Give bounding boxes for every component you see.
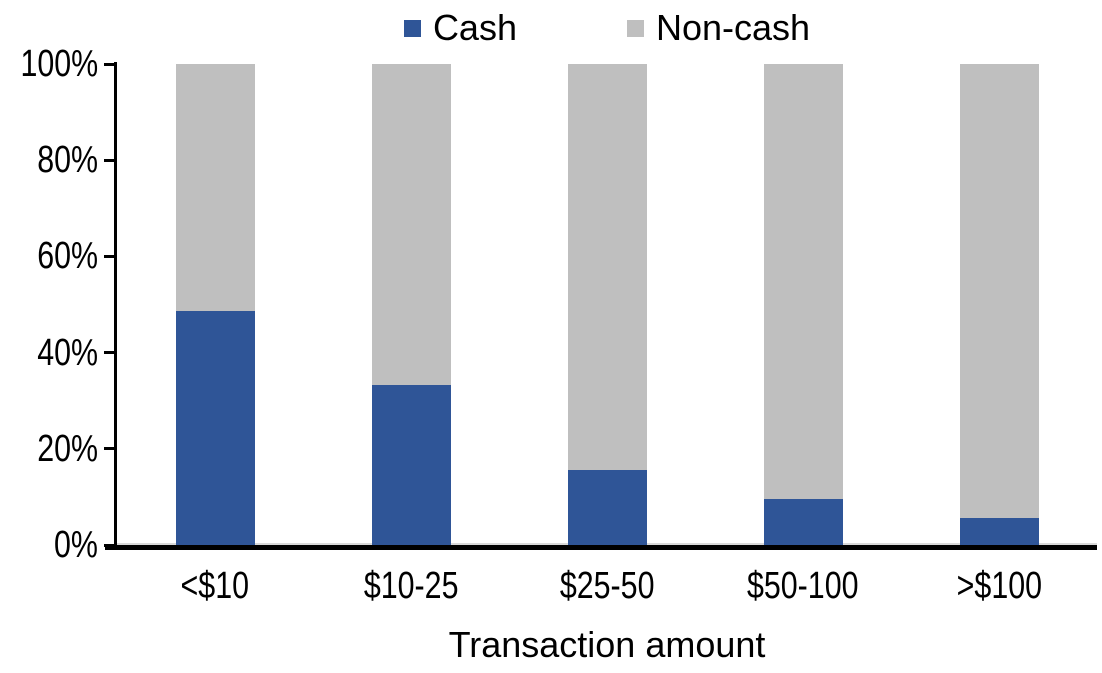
- bar-segment-non-cash: [371, 64, 451, 385]
- y-axis-line: [114, 62, 117, 545]
- stacked-bar: [371, 64, 451, 545]
- legend-label-cash: Cash: [432, 7, 517, 48]
- stacked-bar: [959, 64, 1039, 545]
- stacked-bar: [175, 64, 255, 545]
- y-axis-tick: [104, 447, 114, 451]
- x-axis-category-label-text: $25-50: [559, 565, 655, 607]
- stacked-bar: [763, 64, 843, 545]
- bar-segment-cash: [763, 498, 843, 545]
- bar-segment-non-cash: [959, 64, 1039, 519]
- x-axis-category-label: $10-25: [313, 566, 509, 606]
- y-axis-label-text: 80%: [37, 139, 98, 182]
- legend-label-non-cash: Non-cash: [655, 7, 811, 48]
- x-axis-category-label: $25-50: [509, 566, 705, 606]
- x-axis-category-label: >$100: [901, 566, 1097, 606]
- stacked-bar: [567, 64, 647, 545]
- x-axis-title: Transaction amount: [448, 624, 766, 665]
- y-axis-label: 40%: [0, 334, 98, 372]
- y-axis-label: 0%: [0, 526, 98, 564]
- legend-item-cash: Cash: [403, 7, 517, 48]
- y-axis-label: 60%: [0, 237, 98, 275]
- bar-segment-cash: [371, 384, 451, 545]
- x-axis-category-label-text: >$100: [956, 565, 1042, 607]
- legend-item-non-cash: Non-cash: [626, 7, 811, 48]
- y-axis-label-text: 60%: [37, 235, 98, 278]
- bar-segment-non-cash: [175, 64, 255, 312]
- x-axis-line: [105, 545, 1097, 550]
- y-axis-label-text: 0%: [54, 524, 98, 566]
- non-cash-legend-swatch-icon: [626, 19, 644, 37]
- y-axis-tick: [104, 254, 114, 258]
- y-axis-label-text: 20%: [37, 427, 98, 470]
- y-axis-tick: [104, 158, 114, 162]
- x-axis-category-label-text: $50-100: [747, 565, 859, 607]
- x-axis-category-label: $50-100: [705, 566, 901, 606]
- cash-legend-swatch-icon: [403, 19, 421, 37]
- y-axis-tick: [104, 62, 114, 66]
- y-axis-tick: [104, 351, 114, 355]
- y-axis-label: 100%: [0, 45, 98, 83]
- x-axis-category-label: <$10: [117, 566, 313, 606]
- y-axis-label-text: 100%: [20, 43, 98, 85]
- y-axis-label: 80%: [0, 141, 98, 179]
- x-axis-category-label-text: <$10: [180, 565, 250, 607]
- bar-segment-cash: [175, 311, 255, 545]
- bar-segment-cash: [567, 469, 647, 545]
- y-axis-label-text: 40%: [37, 331, 98, 374]
- plot-area: [117, 64, 1097, 545]
- y-axis-label: 20%: [0, 430, 98, 468]
- bar-segment-cash: [959, 518, 1039, 545]
- chart-legend: Cash Non-cash: [117, 8, 1097, 48]
- x-axis-category-label-text: $10-25: [363, 565, 459, 607]
- bar-segment-non-cash: [763, 64, 843, 499]
- bar-segment-non-cash: [567, 64, 647, 470]
